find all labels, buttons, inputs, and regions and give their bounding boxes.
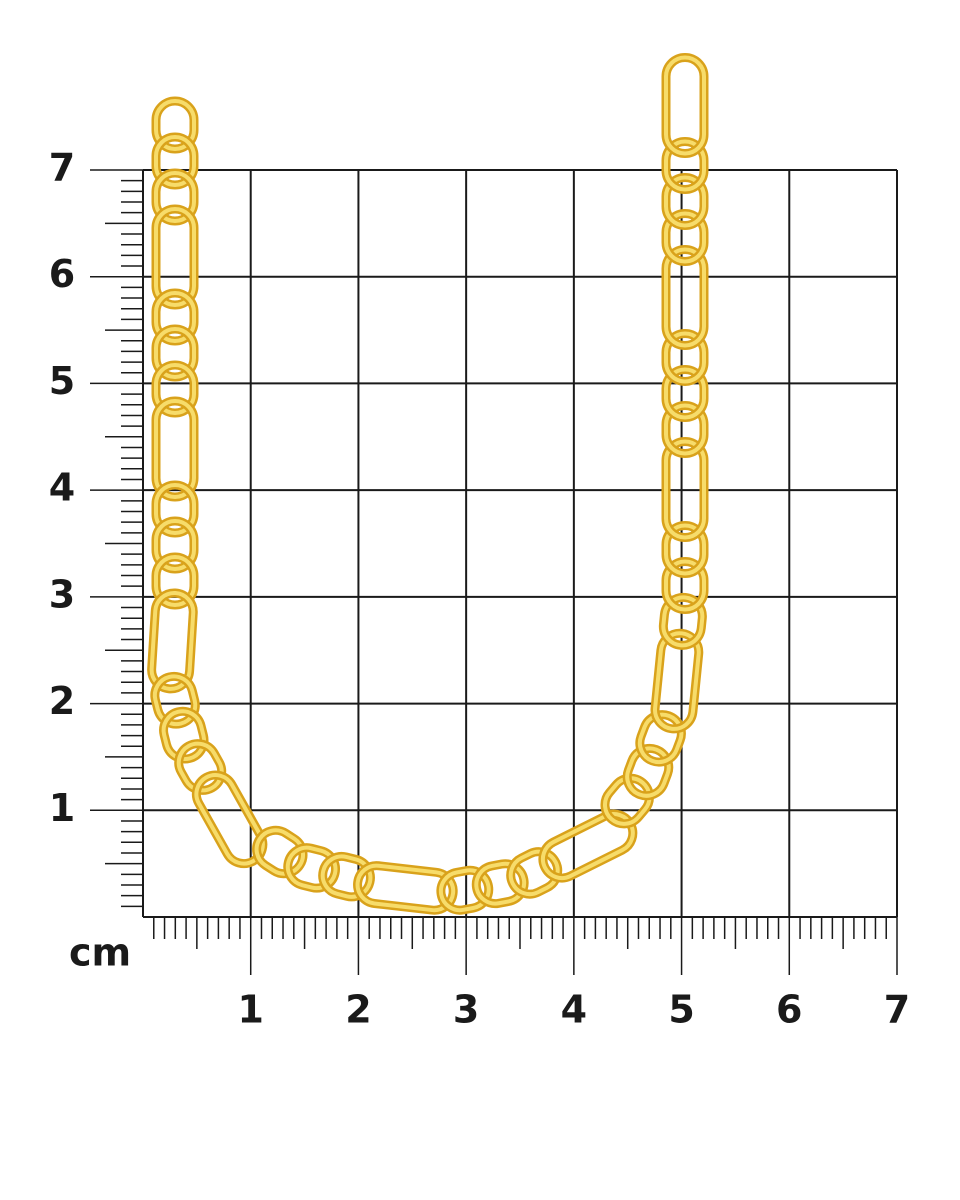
link-shine (154, 555, 196, 607)
link-shine (154, 99, 196, 151)
chain-link (151, 396, 199, 502)
link-shine (664, 559, 706, 612)
link-shine (161, 709, 206, 761)
chain-link (151, 480, 199, 538)
link-shine (664, 523, 706, 576)
chain-link (151, 168, 199, 226)
link-shine (320, 854, 373, 899)
chain-link (151, 324, 199, 382)
chain-link (661, 364, 709, 422)
chain-link (191, 770, 268, 869)
y-label: 1 (49, 786, 75, 830)
chain-link (283, 843, 340, 893)
link-shine (664, 439, 706, 540)
link-shine (152, 674, 198, 727)
chain-link (622, 743, 674, 801)
link-shine (154, 363, 196, 415)
chain-link (661, 52, 709, 158)
unit-label: cm (69, 931, 131, 975)
link-shine (602, 776, 652, 826)
link-shine (637, 712, 684, 765)
chain-link (151, 552, 199, 610)
y-label: 5 (49, 359, 75, 403)
link-shine (254, 828, 306, 876)
chain-link (661, 520, 709, 578)
link-shine (154, 519, 196, 571)
chain-link (151, 516, 199, 574)
x-label: 6 (776, 988, 802, 1032)
chain-link (635, 710, 686, 767)
chain-link (252, 825, 308, 879)
link-shine (154, 327, 196, 379)
chain-link (353, 861, 458, 915)
link-shine (176, 741, 224, 793)
chain (147, 52, 709, 915)
chain-link (147, 588, 198, 694)
link-shine (474, 861, 527, 906)
link-shine (664, 403, 706, 456)
chain-link (150, 671, 200, 729)
chain-link (661, 328, 709, 386)
link-shine (438, 868, 491, 913)
link-shine (149, 590, 196, 691)
link-shine (664, 247, 706, 348)
chain-link (151, 204, 199, 310)
link-shine (625, 746, 671, 798)
x-label: 1 (237, 988, 263, 1032)
link-shine (664, 211, 706, 264)
link-shine (154, 207, 196, 307)
link-shine (154, 483, 196, 535)
chain-link (174, 739, 227, 795)
chain-link (471, 859, 529, 909)
y-label: 2 (49, 679, 75, 723)
chain-link (661, 400, 709, 458)
chain-link (159, 706, 209, 764)
link-shine (664, 367, 706, 420)
chain-link (151, 132, 199, 190)
x-label: 2 (345, 988, 371, 1032)
link-shine (355, 863, 456, 913)
chain-link (151, 360, 199, 418)
y-label: 6 (49, 252, 75, 296)
chain-link (318, 851, 375, 902)
chain-link (661, 208, 709, 266)
x-label: 5 (668, 988, 694, 1032)
chain-link (506, 847, 563, 899)
chain-link (650, 628, 704, 734)
chain-link (661, 244, 709, 350)
chain-link (436, 865, 494, 915)
link-shine (661, 595, 705, 648)
x-label: 4 (561, 988, 587, 1032)
link-shine (154, 399, 196, 499)
chain-link (661, 172, 709, 230)
link-shine (285, 845, 338, 891)
chain-link (658, 592, 707, 650)
link-shine (664, 139, 706, 192)
chain-link (661, 136, 709, 194)
link-shine (653, 631, 701, 731)
y-label: 3 (49, 572, 75, 616)
y-label: 7 (49, 146, 75, 190)
chain-link (661, 556, 709, 614)
x-label: 7 (884, 988, 910, 1032)
link-shine (508, 849, 560, 897)
x-label: 3 (453, 988, 479, 1032)
link-shine (154, 135, 196, 187)
link-shine (154, 291, 196, 343)
link-shine (664, 331, 706, 384)
link-shine (664, 175, 706, 228)
y-label: 4 (49, 466, 75, 510)
link-shine (194, 773, 265, 866)
link-shine (664, 55, 706, 156)
chain-link (151, 96, 199, 154)
link-shine (154, 171, 196, 223)
chain-link (151, 288, 199, 346)
chain-link (661, 436, 709, 542)
chain-link (600, 773, 654, 829)
grid (90, 169, 898, 975)
